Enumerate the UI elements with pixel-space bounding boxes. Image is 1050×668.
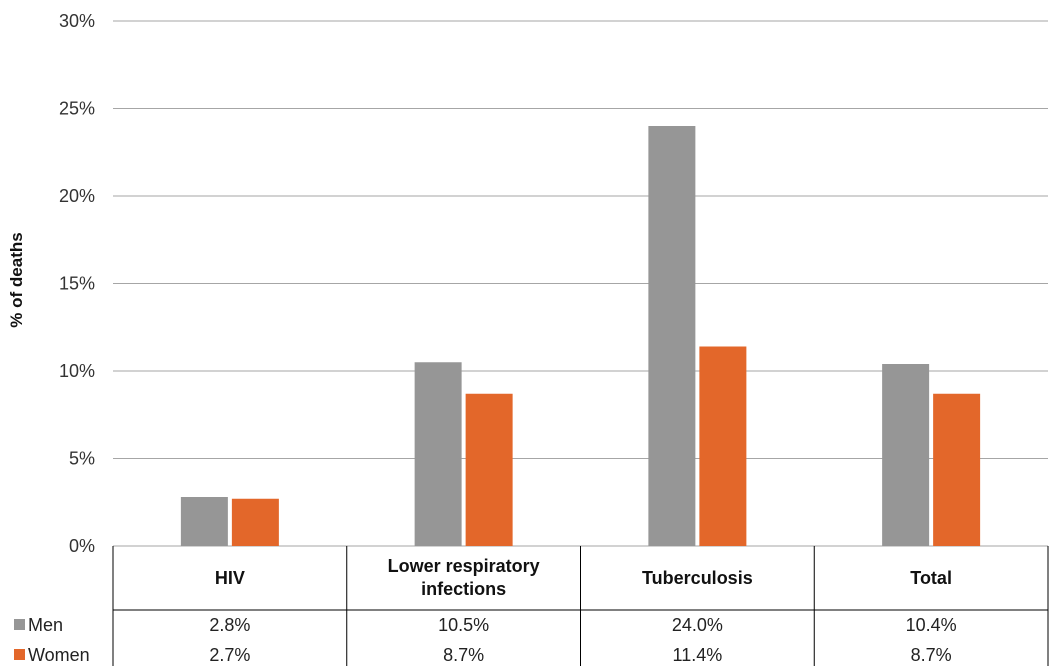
data-label: 2.8% bbox=[209, 615, 250, 635]
category-label: Tuberculosis bbox=[642, 568, 753, 588]
bar-women bbox=[231, 498, 279, 546]
bars bbox=[180, 126, 981, 546]
data-label: 2.7% bbox=[209, 645, 250, 665]
y-tick-label: 30% bbox=[59, 11, 95, 31]
data-label: 10.4% bbox=[906, 615, 957, 635]
bar-women bbox=[699, 346, 747, 546]
bar-men bbox=[882, 364, 930, 546]
data-table: 2.8% 10.5% 24.0% 10.4% 2.7% 8.7% 11.4% 8.7% bbox=[112, 546, 1049, 666]
category-label: Lower respiratory infections bbox=[388, 556, 540, 599]
y-tick-label: 5% bbox=[69, 449, 95, 469]
y-tick-label: 15% bbox=[59, 274, 95, 294]
bar-men bbox=[180, 497, 228, 546]
legend-swatch-women bbox=[14, 649, 25, 660]
data-label: 8.7% bbox=[443, 645, 484, 665]
y-tick-label: 0% bbox=[69, 536, 95, 556]
y-tick-label: 25% bbox=[59, 99, 95, 119]
bar-women bbox=[933, 393, 981, 546]
legend-label: Men bbox=[28, 615, 63, 635]
y-tick-label: 10% bbox=[59, 361, 95, 381]
category-label: HIV bbox=[215, 568, 245, 588]
y-axis-label: % of deaths bbox=[7, 232, 26, 327]
category-label: Total bbox=[910, 568, 952, 588]
bar-women bbox=[465, 393, 513, 546]
data-label: 10.5% bbox=[438, 615, 489, 635]
gridlines bbox=[113, 20, 1048, 547]
data-label: 8.7% bbox=[911, 645, 952, 665]
data-label: 11.4% bbox=[673, 645, 723, 665]
y-axis-ticks: 0% 5% 10% 15% 20% 25% 30% bbox=[59, 11, 95, 556]
category-labels: HIV Lower respiratory infections Tuberculos… bbox=[215, 556, 952, 599]
bar-men bbox=[648, 126, 696, 546]
legend-label: Women bbox=[28, 645, 90, 665]
bar-men bbox=[414, 362, 462, 546]
legend-swatch-men bbox=[14, 619, 25, 630]
data-label: 24.0% bbox=[672, 615, 723, 635]
legend: Men Women bbox=[14, 615, 90, 665]
y-tick-label: 20% bbox=[59, 186, 95, 206]
